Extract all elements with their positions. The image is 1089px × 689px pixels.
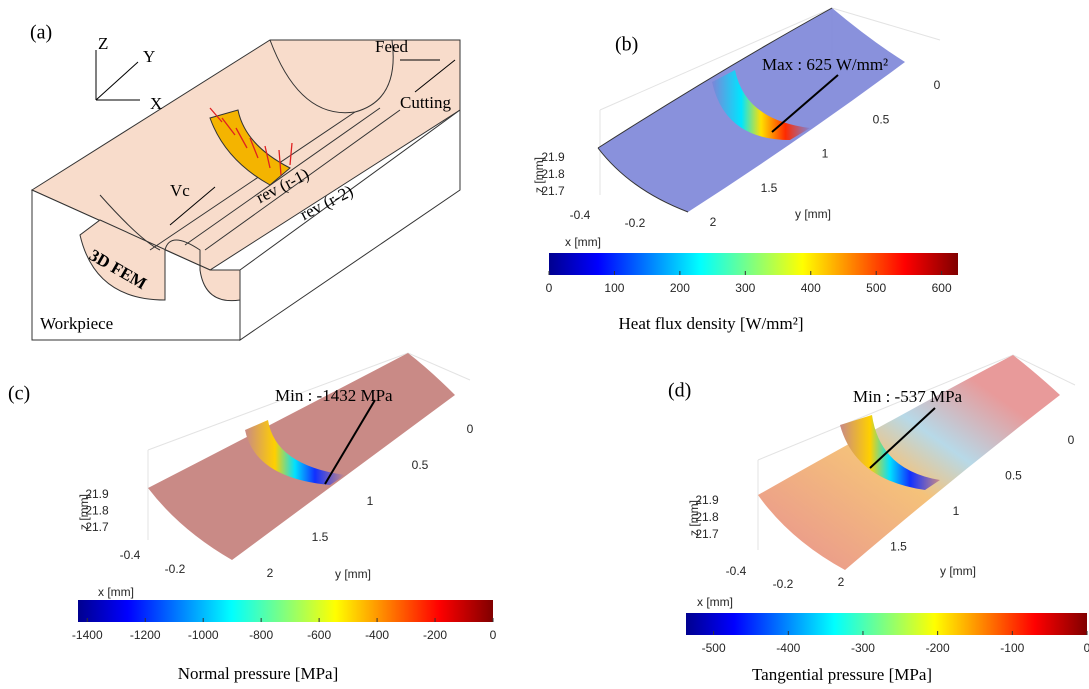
- colorbar-tick-label: -1400: [72, 628, 103, 642]
- y-tick-label: 0.5: [873, 112, 890, 126]
- y-tick-label: 1: [367, 494, 374, 508]
- panel-d: (d) Min : -537 MPa Tangential pressure […: [668, 354, 1087, 684]
- y-tick-label: 0.5: [1005, 469, 1022, 483]
- colorbar-tick-label: 600: [932, 281, 952, 295]
- y-tick-label: 1.5: [312, 530, 329, 544]
- colorbar-tick-label: -400: [365, 628, 389, 642]
- y-tick-label: 1.5: [890, 540, 907, 554]
- x-axis-label: x [mm]: [697, 595, 733, 609]
- y-axis-label: y [mm]: [940, 564, 976, 578]
- z-tick-label: 21.8: [85, 504, 109, 518]
- x-tick-label: -0.4: [120, 548, 141, 562]
- z-tick-label: 21.9: [695, 493, 719, 507]
- y-tick-label: 0: [467, 422, 474, 436]
- axis-letter: Y: [143, 47, 155, 66]
- annotation: Min : -537 MPa: [853, 387, 963, 406]
- panel-label: (d): [668, 380, 691, 402]
- y-tick-label: 2: [267, 566, 274, 580]
- panel-b: (b) Max : 625 W/mm² Heat flux density [W…: [549, 7, 958, 333]
- x-axis-label: x [mm]: [565, 235, 601, 249]
- z-tick-label: 21.8: [695, 510, 719, 524]
- y-tick-label: 0: [934, 78, 941, 92]
- colorbar-tick-label: -300: [851, 641, 875, 655]
- colorbar-tick-label: -200: [926, 641, 950, 655]
- colorbar-tick-label: 400: [801, 281, 821, 295]
- x-tick-label: -0.2: [625, 216, 646, 230]
- colorbar-tick-label: -600: [307, 628, 331, 642]
- y-tick-label: 2: [710, 215, 717, 229]
- z-tick-label: 21.9: [85, 487, 109, 501]
- z-tick-label: 21.9: [541, 150, 565, 164]
- y-tick-label: 1: [822, 147, 829, 161]
- workpiece-label: Workpiece: [40, 314, 113, 333]
- annotation: Min : -1432 MPa: [275, 386, 393, 405]
- y-tick-label: 1.5: [761, 181, 778, 195]
- colorbar-tick-label: -100: [1000, 641, 1024, 655]
- colorbar-tick-label: 0: [1084, 641, 1089, 655]
- panel-a: (a) Z Y X Feed Cutting Vc rev (r-1) rev …: [30, 22, 461, 341]
- colorbar-tick-label: 300: [735, 281, 755, 295]
- feed-label: Feed: [375, 37, 409, 56]
- z-tick-label: 21.7: [85, 520, 109, 534]
- x-tick-label: -0.2: [165, 562, 186, 576]
- colorbar-tick-label: -1200: [130, 628, 161, 642]
- y-tick-label: 0.5: [412, 458, 429, 472]
- x-axis-label: x [mm]: [98, 585, 134, 599]
- y-tick-label: 1: [953, 504, 960, 518]
- x-tick-label: -0.4: [570, 208, 591, 222]
- colorbar-tick-label: 0: [490, 628, 497, 642]
- y-tick-label: 0: [1068, 433, 1075, 447]
- caption: Heat flux density [W/mm²]: [619, 314, 804, 333]
- colorbar: [78, 600, 493, 622]
- annotation: Max : 625 W/mm²: [762, 55, 888, 74]
- vc-label: Vc: [170, 181, 190, 200]
- y-tick-label: 2: [838, 575, 845, 589]
- colorbar-tick-label: 0: [546, 281, 553, 295]
- colorbar-tick-label: -800: [249, 628, 273, 642]
- caption: Normal pressure [MPa]: [178, 664, 339, 683]
- z-tick-label: 21.7: [695, 527, 719, 541]
- axis-letter: X: [150, 94, 162, 113]
- colorbar-tick-label: 500: [866, 281, 886, 295]
- panel-c: (c) Min : -1432 MPa Normal pressure [MPa…: [8, 352, 493, 683]
- caption: Tangential pressure [MPa]: [752, 665, 932, 684]
- colorbar-tick-label: -400: [776, 641, 800, 655]
- colorbar: [686, 613, 1087, 635]
- panel-label: (a): [30, 22, 52, 44]
- panel-label: (c): [8, 383, 30, 405]
- z-tick-label: 21.8: [541, 167, 565, 181]
- colorbar-tick-label: -1000: [188, 628, 219, 642]
- colorbar-tick-label: 200: [670, 281, 690, 295]
- y-axis-label: y [mm]: [795, 207, 831, 221]
- axis-letter: Z: [98, 34, 108, 53]
- colorbar: [549, 253, 958, 275]
- z-axis-label: z [mm]: [687, 500, 701, 536]
- colorbar-tick-label: -500: [702, 641, 726, 655]
- z-tick-label: 21.7: [541, 184, 565, 198]
- panel-label: (b): [615, 34, 638, 56]
- z-axis-label: z [mm]: [77, 494, 91, 530]
- x-tick-label: -0.2: [773, 577, 794, 591]
- cutting-label: Cutting: [400, 93, 452, 112]
- x-tick-label: -0.4: [726, 564, 747, 578]
- colorbar-tick-label: 100: [604, 281, 624, 295]
- colorbar-tick-label: -200: [423, 628, 447, 642]
- y-axis-label: y [mm]: [335, 567, 371, 581]
- z-axis-label: z [mm]: [532, 157, 546, 193]
